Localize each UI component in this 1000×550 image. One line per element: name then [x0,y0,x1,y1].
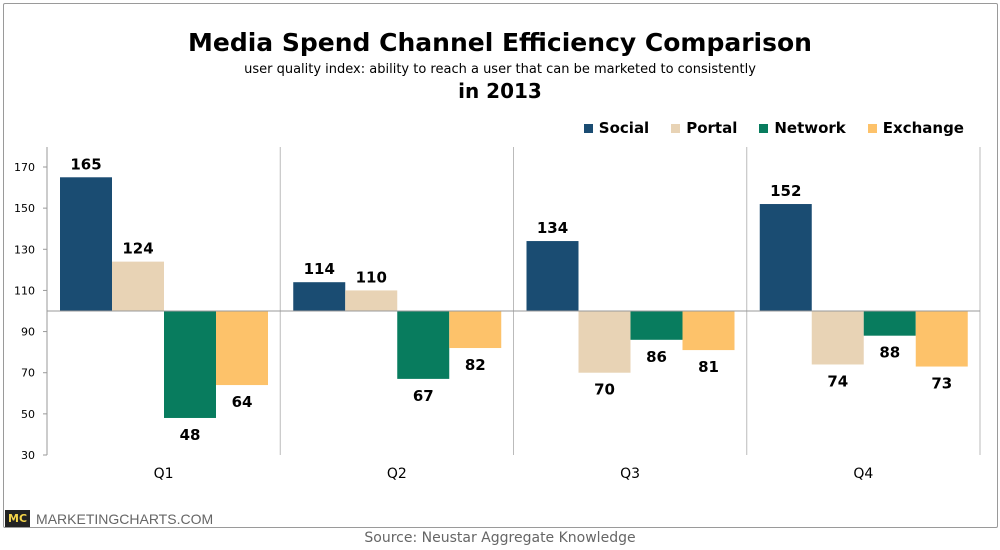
bar-portal-q3 [578,311,631,373]
bar-social-q2 [293,282,346,311]
chart-title: Media Spend Channel Efficiency Compariso… [188,28,812,57]
legend-swatch [671,123,681,133]
legend-item-portal: Portal [671,119,737,137]
y-tick-label: 70 [21,367,35,380]
chart-subtitle-year: in 2013 [458,79,542,103]
bar-portal-q4 [811,311,864,365]
x-tick-label: Q2 [387,466,407,482]
data-label: 64 [232,393,253,411]
data-label: 88 [879,344,900,362]
bar-network-q4 [863,311,916,336]
legend-item-exchange: Exchange [867,119,964,137]
bar-exchange-q2 [449,311,502,349]
brand-site: MARKETINGCHARTS.COM [36,510,214,527]
legend-swatch [867,123,877,133]
data-label: 165 [70,155,101,173]
bar-exchange-q1 [216,311,268,386]
bar-network-q3 [630,311,683,340]
brand: MC MARKETINGCHARTS.COM [5,510,213,527]
legend-label: Social [598,119,650,137]
x-tick-label: Q1 [154,466,174,482]
data-label: 134 [537,219,568,237]
source-note: Source: Neustar Aggregate Knowledge [364,530,636,546]
chart-frame [3,3,998,528]
bar-network-q2 [397,311,450,379]
legend-label: Network [774,119,846,137]
bar-social-q4 [759,204,812,311]
legend-item-network: Network [759,119,846,137]
legend-swatch [759,123,769,133]
data-label: 48 [180,426,201,444]
y-tick-label: 50 [21,408,35,421]
data-label: 74 [827,372,848,390]
data-label: 86 [646,348,667,366]
data-label: 124 [122,240,153,258]
legend-label: Exchange [882,119,964,137]
x-tick-label: Q4 [853,466,873,482]
data-label: 81 [698,358,719,376]
bar-portal-q2 [345,290,398,311]
bar-exchange-q4 [915,311,968,367]
data-label: 110 [356,268,387,286]
data-label: 152 [770,182,801,200]
y-tick-label: 30 [21,449,35,462]
brand-logo: MC [5,510,31,527]
chart-subtitle: user quality index: ability to reach a u… [244,62,756,77]
y-tick-label: 130 [14,243,35,256]
legend-item-social: Social [583,119,650,137]
bar-social-q1 [60,177,112,311]
legend-swatch [583,123,593,133]
y-tick-label: 90 [21,326,35,339]
data-label: 73 [931,375,952,393]
bar-portal-q1 [112,261,164,311]
legend-label: Portal [686,119,738,137]
data-label: 114 [304,260,335,278]
legend: Social Portal Network Exchange [583,119,964,137]
y-tick-label: 110 [14,284,35,297]
x-tick-label: Q3 [620,466,640,482]
data-label: 67 [413,387,434,405]
bar-social-q3 [526,241,579,311]
y-tick-label: 150 [14,202,35,215]
bar-exchange-q3 [682,311,735,351]
y-tick-label: 170 [14,161,35,174]
data-label: 82 [465,356,486,374]
data-label: 70 [594,381,615,399]
bar-network-q1 [164,311,216,418]
